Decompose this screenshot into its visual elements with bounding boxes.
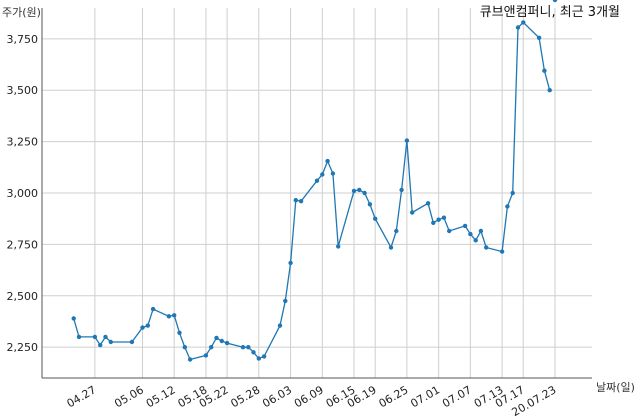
data-point [172, 313, 177, 318]
data-point [298, 199, 304, 204]
x-tick-label: 06.03 [260, 383, 294, 410]
data-point [447, 228, 452, 234]
data-point [351, 188, 357, 194]
data-point [150, 306, 156, 312]
data-point [542, 68, 547, 73]
data-point [547, 88, 552, 93]
data-point [436, 217, 441, 222]
x-tick-labels: 04.27 05.0605.1205.1805.2205.2806.0306.09… [65, 383, 559, 419]
data-point [536, 35, 542, 40]
data-point [388, 245, 394, 250]
data-point [357, 187, 362, 193]
data-point [431, 220, 436, 225]
data-point [283, 298, 288, 304]
data-point [367, 202, 373, 207]
data-point [478, 228, 484, 234]
data-point [399, 187, 404, 193]
data-point [521, 20, 526, 25]
data-point [246, 345, 251, 350]
data-point [484, 245, 489, 250]
data-point [373, 216, 378, 221]
axis-layer [41, 8, 592, 379]
data-point [293, 198, 298, 203]
data-point [219, 338, 224, 344]
y-tick-label: 3,500 [7, 84, 39, 97]
data-point [92, 334, 98, 340]
x-axis-title: 날짜(일) [596, 380, 635, 394]
y-tick-labels: 2,250 2,500 2,750 3,000 3,250 3,500 3,750 [7, 33, 39, 354]
data-point [441, 215, 447, 220]
y-tick-label: 2,500 [7, 290, 39, 303]
data-point [129, 339, 135, 345]
data-point [256, 356, 261, 361]
data-point [499, 249, 505, 254]
data-point [410, 210, 415, 215]
y-tick-label: 2,250 [7, 341, 39, 354]
y-tick-label: 3,250 [7, 136, 39, 149]
data-point [209, 345, 214, 350]
data-point [320, 172, 325, 177]
data-point [251, 350, 256, 355]
data-point [552, 0, 558, 3]
grid-layer [42, 8, 592, 378]
data-point [177, 330, 182, 335]
data-point [330, 171, 336, 176]
data-point [214, 335, 219, 341]
data-point [145, 323, 150, 328]
y-tick-label: 3,000 [7, 187, 39, 200]
x-tick-label: 05.28 [229, 383, 263, 410]
data-point [314, 178, 320, 183]
y-tick-label: 3,750 [7, 33, 39, 46]
data-point [394, 228, 399, 234]
data-point [425, 201, 431, 206]
data-point [515, 25, 521, 30]
y-axis-title: 주가(원) [2, 6, 41, 19]
x-tick-label: 05.12 [144, 383, 178, 410]
x-tick-label: 04.27 [65, 383, 99, 410]
data-point [182, 345, 187, 350]
x-tick-label: 07.07 [440, 383, 474, 410]
data-point [325, 158, 330, 164]
data-point [336, 244, 341, 249]
chart-title: 큐브앤컴퍼니, 최근 3개월 [480, 5, 620, 20]
data-point [71, 316, 76, 321]
data-point [468, 231, 473, 237]
data-point [98, 342, 103, 348]
data-point [187, 357, 193, 362]
data-point [76, 334, 82, 340]
x-tick-label: 06.09 [292, 383, 326, 410]
data-point [240, 345, 246, 350]
data-point [108, 339, 114, 345]
data-point [166, 314, 172, 319]
x-tick-label: 05.06 [112, 383, 146, 410]
data-point [203, 353, 209, 358]
data-point [404, 138, 410, 143]
data-point [462, 223, 468, 229]
x-tick-label: 07.01 [408, 383, 442, 410]
data-point [505, 204, 510, 209]
price-line [73, 21, 551, 361]
data-point [362, 190, 367, 196]
data-point [288, 260, 293, 266]
data-point [510, 190, 515, 196]
series-layer [71, 0, 558, 362]
data-point [140, 325, 145, 330]
x-tick-label: 06.25 [377, 383, 411, 410]
data-point [103, 334, 108, 340]
data-point [277, 323, 283, 328]
data-point [224, 340, 230, 346]
y-tick-label: 2,750 [7, 238, 39, 251]
data-point [261, 354, 267, 359]
data-point [473, 238, 478, 243]
